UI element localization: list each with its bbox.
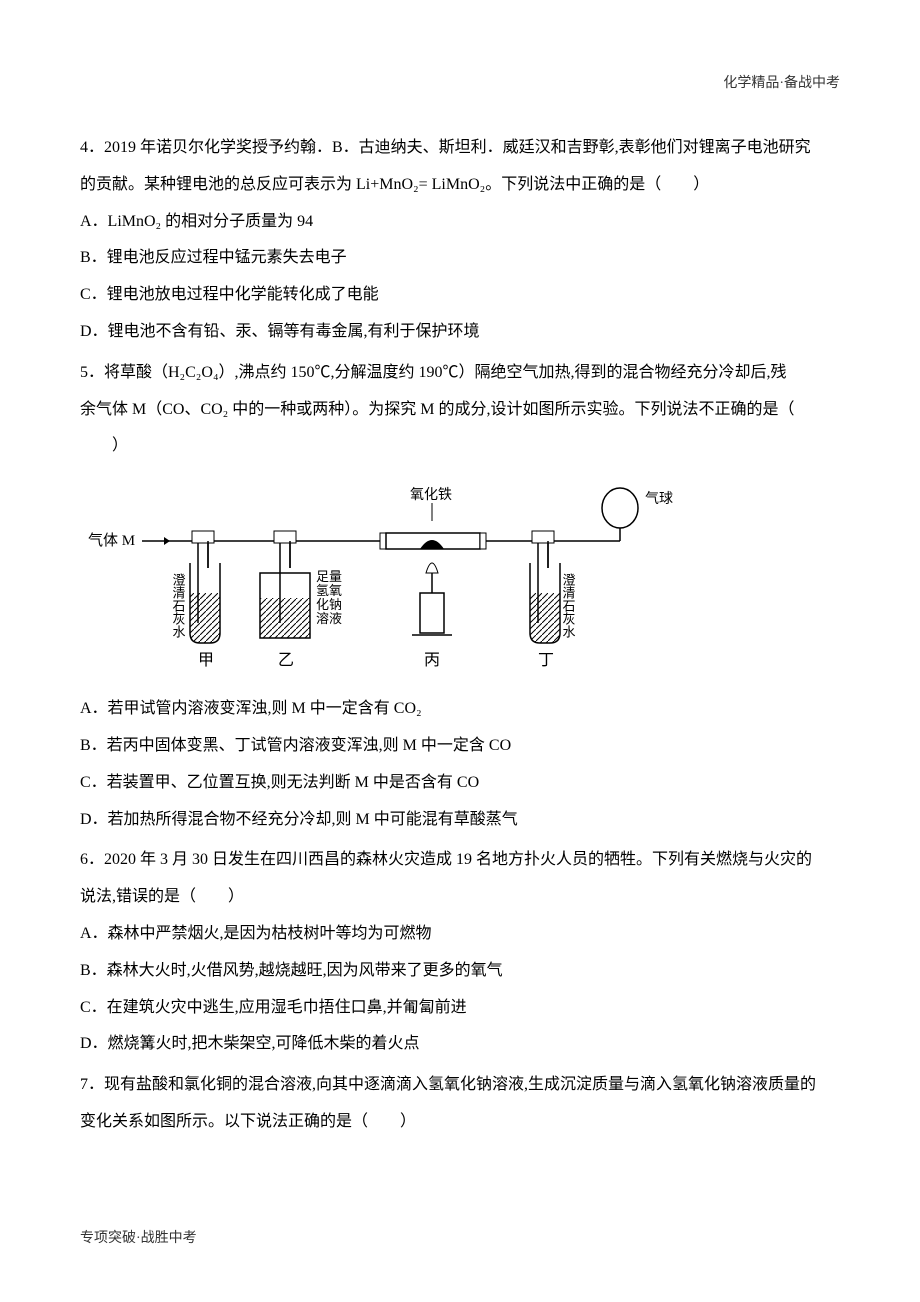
page-footer-left: 专项突破·战胜中考 (80, 1227, 197, 1247)
q5-stem-line2: 余气体 M（CO、CO₂ 中的一种或两种）。为探究 M 的成分,设计如图所示实验… (80, 392, 840, 429)
experiment-diagram: 气体 M 澄清石灰水 甲 (80, 473, 840, 683)
q5-option-b: B．若丙中固体变黑、丁试管内溶液变浑浊,则 M 中一定含 CO (80, 728, 840, 765)
q6-option-d: D．燃烧篝火时,把木柴架空,可降低木柴的着火点 (80, 1026, 840, 1063)
q5-option-a: A．若甲试管内溶液变浑浊,则 M 中一定含有 CO₂ (80, 691, 840, 728)
q6-option-a: A．森林中严禁烟火,是因为枯枝树叶等均为可燃物 (80, 916, 840, 953)
question-7: 7．现有盐酸和氯化铜的混合溶液,向其中逐滴滴入氢氧化钠溶液,生成沉淀质量与滴入氢… (80, 1067, 840, 1141)
label-ding-liquid: 澄清石灰水 (561, 573, 576, 638)
label-balloon: 气球 (645, 491, 673, 507)
q4-stem-line1: 4．2019 年诺贝尔化学奖授予约翰．B．古迪纳夫、斯坦利．威廷汉和吉野彰,表彰… (80, 130, 840, 167)
q4-option-c: C．锂电池放电过程中化学能转化成了电能 (80, 277, 840, 314)
question-5: 5．将草酸（H₂C₂O₄）,沸点约 150℃,分解温度约 190℃）隔绝空气加热… (80, 355, 840, 839)
char-bing: 丙 (424, 652, 440, 669)
question-4: 4．2019 年诺贝尔化学奖授予约翰．B．古迪纳夫、斯坦利．威廷汉和吉野彰,表彰… (80, 130, 840, 351)
q6-stem-line1: 6．2020 年 3 月 30 日发生在四川西昌的森林火灾造成 19 名地方扑火… (80, 842, 840, 879)
q6-option-b: B．森林大火时,火借风势,越烧越旺,因为风带来了更多的氧气 (80, 953, 840, 990)
tube-bing: 氧化铁 丙 (380, 487, 486, 669)
bottle-yi: 足量 氢氧 化钠 溶液 乙 (260, 531, 345, 669)
char-ding: 丁 (538, 652, 554, 669)
char-yi: 乙 (278, 652, 294, 669)
q5-option-c: C．若装置甲、乙位置互换,则无法判断 M 中是否含有 CO (80, 765, 840, 802)
q5-stem-line3: ） (80, 428, 840, 465)
q5-stem-line1: 5．将草酸（H₂C₂O₄）,沸点约 150℃,分解温度约 190℃）隔绝空气加热… (80, 355, 840, 392)
char-jia: 甲 (198, 652, 214, 669)
q4-option-d: D．锂电池不含有铅、汞、镉等有毒金属,有利于保护环境 (80, 314, 840, 351)
label-jia-liquid: 澄清石灰水 (171, 573, 186, 638)
label-yi-liquid: 足量 氢氧 化钠 溶液 (316, 569, 345, 626)
tube-jia: 澄清石灰水 甲 (170, 531, 220, 669)
q4-option-b: B．锂电池反应过程中锰元素失去电子 (80, 240, 840, 277)
balloon: 气球 (602, 488, 673, 528)
label-gas-m: 气体 M (88, 532, 135, 549)
diagram-svg: 气体 M 澄清石灰水 甲 (80, 473, 680, 683)
label-bing-solid: 氧化铁 (410, 487, 452, 503)
page-header-right: 化学精品·备战中考 (723, 72, 840, 92)
question-6: 6．2020 年 3 月 30 日发生在四川西昌的森林火灾造成 19 名地方扑火… (80, 842, 840, 1063)
q4-stem-line2: 的贡献。某种锂电池的总反应可表示为 Li+MnO₂= LiMnO₂。下列说法中正… (80, 167, 840, 204)
q4-option-a: A．LiMnO₂ 的相对分子质量为 94 (80, 204, 840, 241)
q5-option-d: D．若加热所得混合物不经充分冷却,则 M 中可能混有草酸蒸气 (80, 802, 840, 839)
q7-stem-line2: 变化关系如图所示。以下说法正确的是（ ） (80, 1104, 840, 1141)
tube-ding: 澄清石灰水 丁 (530, 531, 576, 669)
q6-stem-line2: 说法,错误的是（ ） (80, 879, 840, 916)
q6-option-c: C．在建筑火灾中逃生,应用湿毛巾捂住口鼻,并匍匐前进 (80, 990, 840, 1027)
q7-stem-line1: 7．现有盐酸和氯化铜的混合溶液,向其中逐滴滴入氢氧化钠溶液,生成沉淀质量与滴入氢… (80, 1067, 840, 1104)
